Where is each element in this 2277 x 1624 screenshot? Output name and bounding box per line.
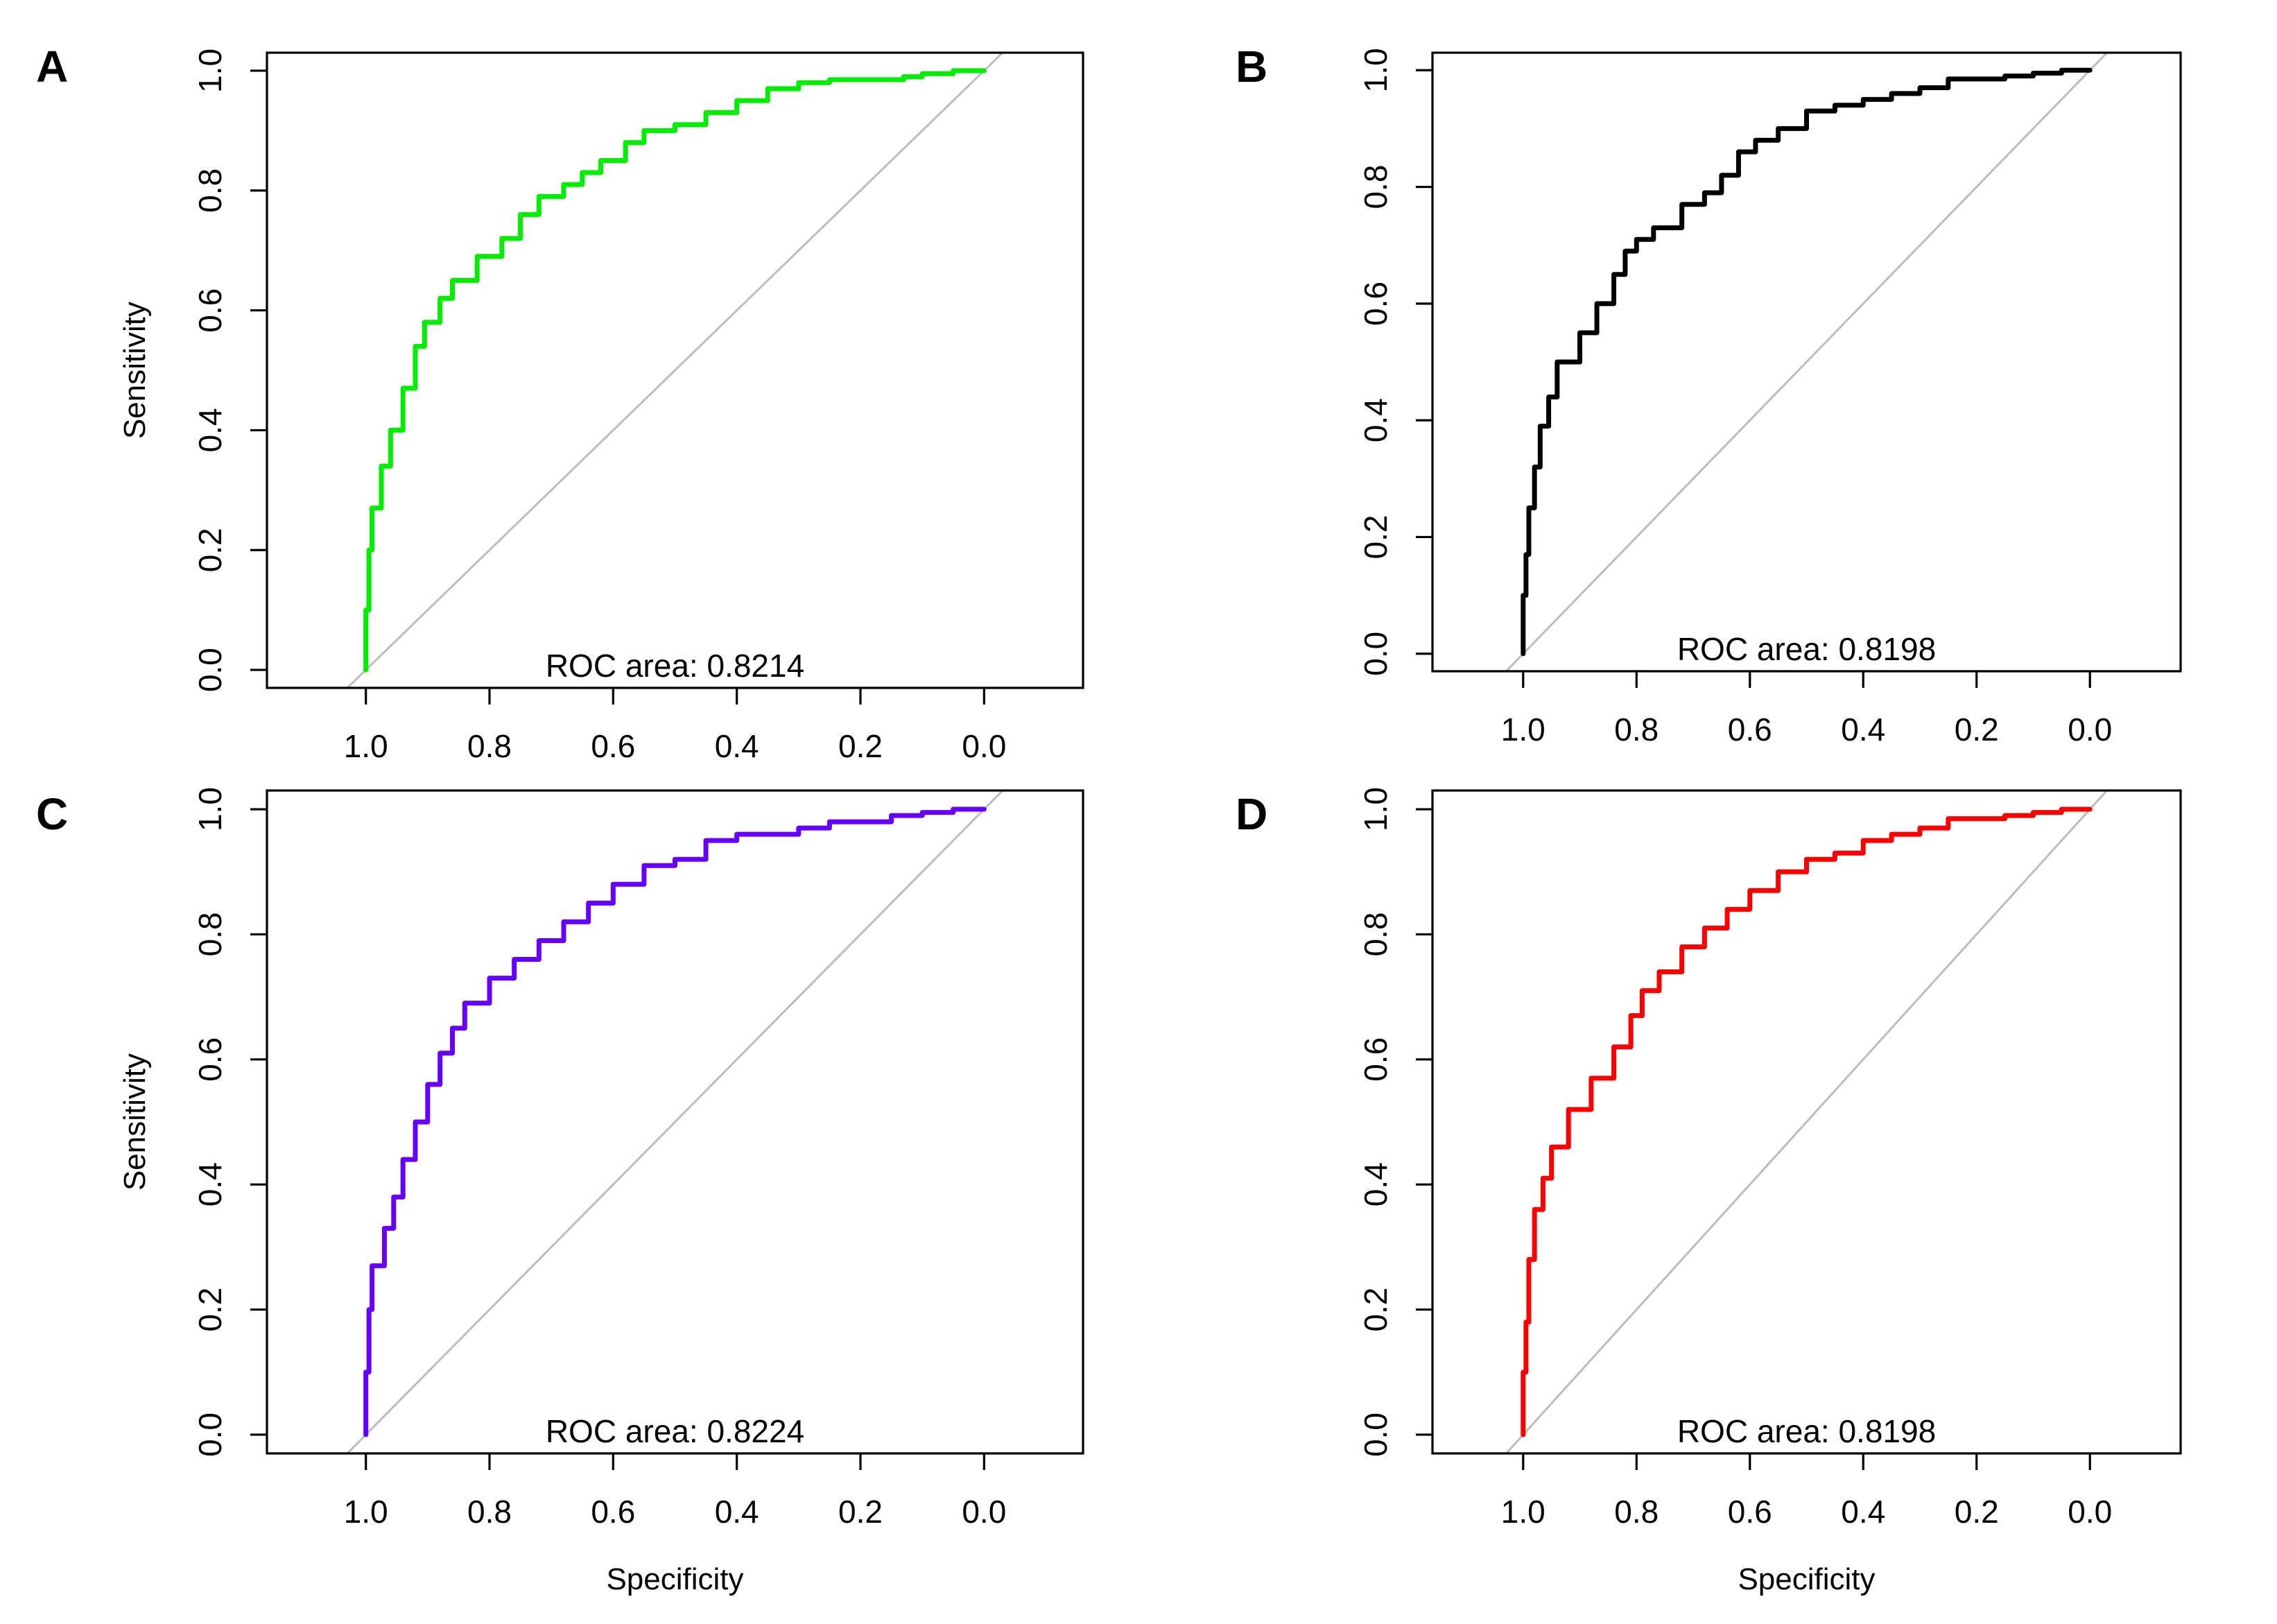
roc-panel-c: 1.0 0.8 0.6 0.4 0.2 0.0 0.0 0.2 0.4 0.6 0.8 1.0 ROC … — [36, 787, 1084, 1596]
y-tick-label: 0.8 — [192, 169, 228, 213]
x-tick-label: 0.8 — [1614, 1494, 1659, 1530]
x-tick-label: 0.4 — [1841, 1494, 1885, 1530]
y-tick-label: 0.6 — [192, 1037, 228, 1082]
roc-curve-b — [1521, 67, 2093, 657]
x-tick-label: 1.0 — [1501, 711, 1546, 748]
panel-letter: A — [36, 42, 68, 92]
panel-letter: B — [1236, 42, 1267, 92]
y-tick-label: 1.0 — [1358, 787, 1394, 831]
roc-curve-d — [1521, 806, 2093, 1437]
roc-curve-a — [363, 68, 987, 673]
x-tick-label: 0.4 — [715, 728, 759, 764]
roc-panel-a: 1.0 0.8 0.6 0.4 0.2 0.0 0.0 0.2 0.4 0.6 0.8 1.0 ROC … — [36, 42, 1084, 764]
y-tick-label: 1.0 — [1358, 48, 1394, 92]
x-tick-label: 0.8 — [1614, 711, 1659, 748]
y-tick-label: 0.0 — [192, 648, 228, 692]
y-tick-label: 0.4 — [192, 1162, 228, 1207]
x-tick-label: 0.6 — [591, 1494, 635, 1530]
chance-diagonal-line — [345, 53, 1005, 688]
y-axis-title: Sensitivity — [118, 302, 152, 439]
y-tick-label: 0.8 — [192, 912, 228, 956]
y-tick-label: 0.6 — [192, 288, 228, 333]
plot-frame — [1431, 789, 2182, 1455]
x-tick-label: 0.2 — [838, 728, 883, 764]
roc-panel-d: 1.0 0.8 0.6 0.4 0.2 0.0 0.0 0.2 0.4 0.6 0.8 1.0 ROC … — [1236, 787, 2182, 1596]
y-tick-label: 0.8 — [1358, 165, 1394, 209]
chance-diagonal-line — [345, 791, 1005, 1453]
y-tick-label: 0.0 — [192, 1413, 228, 1457]
roc-area-prefix: ROC area: — [1677, 631, 1839, 667]
x-tick-label: 0.0 — [2068, 1494, 2112, 1530]
x-tick-label: 0.8 — [467, 728, 512, 764]
x-tick-label: 0.2 — [838, 1494, 883, 1530]
roc-area-value: 0.8198 — [1838, 1413, 1936, 1449]
y-tick-label: 0.2 — [192, 528, 228, 572]
x-axis-title: Specificity — [1738, 1562, 1875, 1596]
x-tick-label: 0.4 — [715, 1494, 759, 1530]
y-tick-label: 0.2 — [1358, 1288, 1394, 1332]
x-tick-label: 1.0 — [344, 728, 388, 764]
plot-frame — [1431, 51, 2182, 673]
y-tick-label: 0.6 — [1358, 1037, 1394, 1082]
x-tick-label: 1.0 — [344, 1494, 388, 1530]
y-tick-label: 0.8 — [1358, 912, 1394, 956]
y-tick-label: 0.4 — [1358, 398, 1394, 442]
y-tick-label: 1.0 — [192, 49, 228, 93]
chance-diagonal-line — [1505, 791, 2109, 1453]
roc-area-label: ROC area: 0.8214 — [546, 648, 804, 684]
x-tick-label: 1.0 — [1501, 1494, 1546, 1530]
y-tick-label: 0.6 — [1358, 282, 1394, 326]
roc-area-value: 0.8214 — [707, 648, 804, 684]
x-tick-label: 0.2 — [1955, 1494, 1999, 1530]
roc-area-prefix: ROC area: — [1677, 1413, 1839, 1449]
y-tick-label: 0.2 — [1358, 515, 1394, 559]
roc-area-label: ROC area: 0.8224 — [546, 1413, 804, 1449]
y-tick-label: 1.0 — [192, 787, 228, 831]
y-tick-label: 0.0 — [1358, 1413, 1394, 1457]
y-axis-title: Sensitivity — [118, 1053, 152, 1191]
x-tick-label: 0.0 — [962, 1494, 1006, 1530]
roc-area-prefix: ROC area: — [546, 1413, 707, 1449]
x-tick-label: 0.6 — [591, 728, 635, 764]
roc-area-label: ROC area: 0.8198 — [1677, 1413, 1936, 1449]
plot-frame — [266, 51, 1084, 689]
panel-letter: D — [1236, 789, 1267, 839]
x-tick-label: 0.6 — [1728, 1494, 1772, 1530]
chance-diagonal-line — [1505, 53, 2109, 671]
x-tick-label: 0.8 — [467, 1494, 512, 1530]
y-tick-label: 0.4 — [1358, 1162, 1394, 1207]
x-tick-label: 0.6 — [1728, 711, 1772, 748]
panel-letter: C — [36, 789, 68, 839]
roc-area-label: ROC area: 0.8198 — [1677, 631, 1936, 667]
roc-panel-b: 1.0 0.8 0.6 0.4 0.2 0.0 0.0 0.2 0.4 0.6 0.8 1.0 ROC … — [1236, 42, 2182, 748]
y-tick-label: 0.0 — [1358, 632, 1394, 676]
x-axis-title: Specificity — [606, 1562, 743, 1596]
y-tick-label: 0.4 — [192, 408, 228, 452]
roc-curve-c — [363, 806, 987, 1437]
roc-area-value: 0.8198 — [1838, 631, 1936, 667]
x-tick-label: 0.0 — [2068, 711, 2112, 748]
roc-area-value: 0.8224 — [707, 1413, 804, 1449]
plot-frame — [266, 789, 1084, 1455]
x-tick-label: 0.0 — [962, 728, 1006, 764]
y-tick-label: 0.2 — [192, 1288, 228, 1332]
x-tick-label: 0.2 — [1955, 711, 1999, 748]
x-tick-label: 0.4 — [1841, 711, 1885, 748]
roc-area-prefix: ROC area: — [546, 648, 707, 684]
